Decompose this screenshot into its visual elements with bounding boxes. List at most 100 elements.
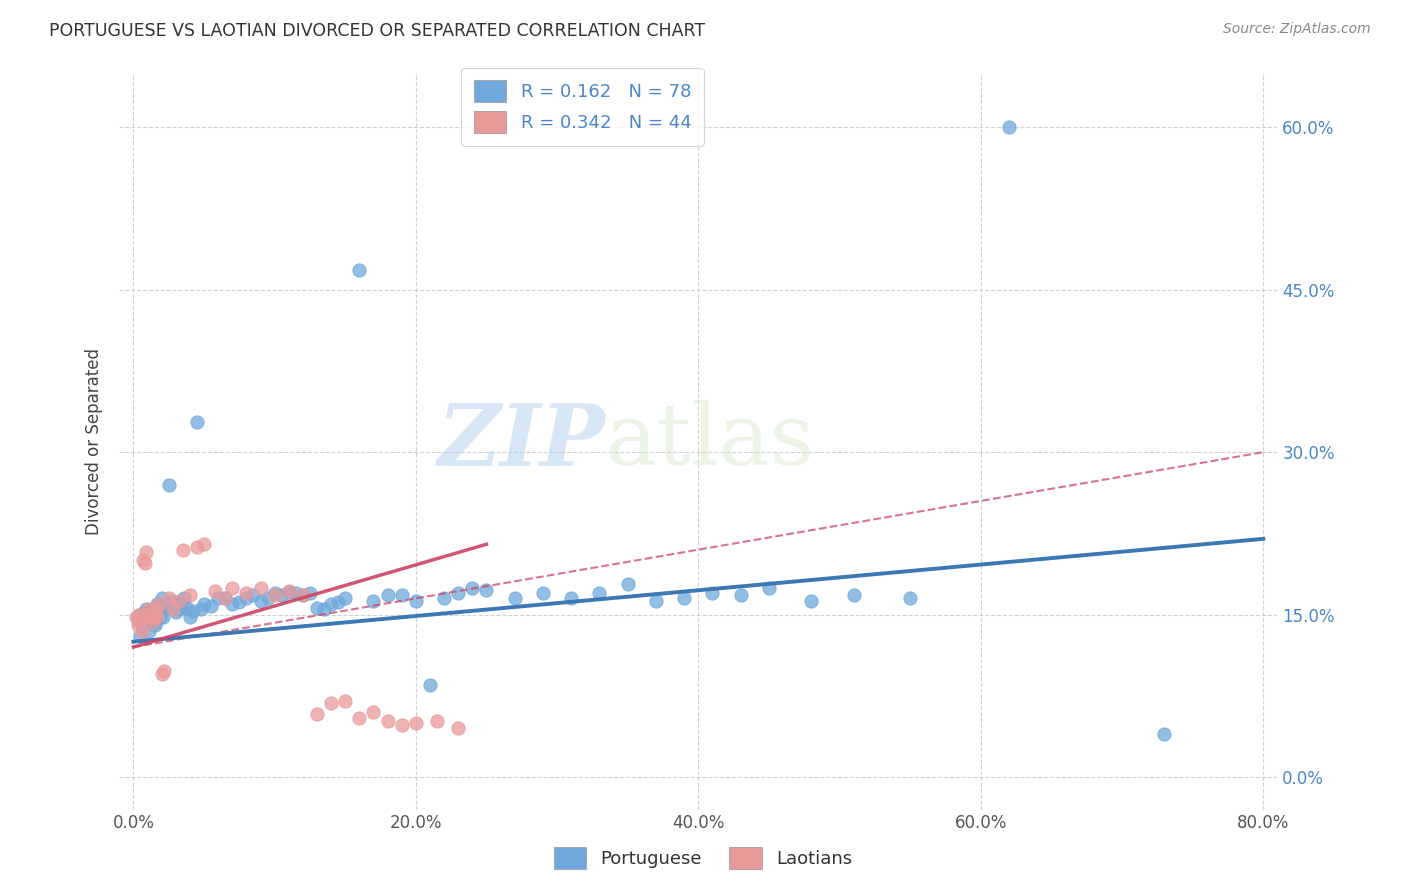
- Legend: Portuguese, Laotians: Portuguese, Laotians: [544, 838, 862, 879]
- Point: [405, 593, 427, 607]
- Point: [363, 593, 385, 607]
- Point: [160, 593, 183, 607]
- Point: [132, 609, 155, 624]
- Point: [173, 591, 195, 606]
- Point: [221, 597, 243, 611]
- Point: [135, 545, 157, 559]
- Point: [142, 609, 165, 624]
- Point: [349, 710, 371, 724]
- Point: [645, 593, 668, 607]
- Point: [256, 591, 278, 606]
- Text: atlas: atlas: [606, 400, 815, 483]
- Point: [170, 597, 193, 611]
- Point: [1153, 727, 1175, 741]
- Point: [148, 599, 170, 613]
- Point: [531, 586, 554, 600]
- Point: [377, 714, 399, 728]
- Point: [148, 597, 170, 611]
- Point: [277, 585, 299, 599]
- Point: [898, 591, 921, 606]
- Point: [730, 588, 752, 602]
- Point: [305, 601, 328, 615]
- Point: [461, 581, 484, 595]
- Point: [149, 609, 172, 624]
- Point: [214, 591, 236, 606]
- Point: [146, 597, 169, 611]
- Point: [167, 602, 190, 616]
- Point: [214, 591, 236, 606]
- Point: [176, 601, 198, 615]
- Point: [800, 593, 823, 607]
- Point: [142, 602, 165, 616]
- Point: [200, 599, 222, 613]
- Point: [135, 602, 157, 616]
- Point: [560, 591, 582, 606]
- Point: [363, 705, 385, 719]
- Point: [447, 722, 470, 736]
- Point: [405, 715, 427, 730]
- Point: [139, 609, 162, 624]
- Point: [179, 588, 201, 602]
- Point: [172, 542, 194, 557]
- Point: [321, 697, 343, 711]
- Point: [136, 613, 159, 627]
- Point: [146, 609, 169, 624]
- Point: [263, 586, 285, 600]
- Point: [131, 618, 153, 632]
- Point: [284, 586, 307, 600]
- Point: [129, 629, 152, 643]
- Point: [221, 581, 243, 595]
- Point: [277, 583, 299, 598]
- Point: [335, 591, 357, 606]
- Point: [152, 609, 174, 624]
- Point: [139, 607, 162, 622]
- Point: [335, 694, 357, 708]
- Point: [377, 588, 399, 602]
- Point: [125, 609, 148, 624]
- Point: [141, 609, 163, 624]
- Point: [186, 541, 208, 555]
- Point: [312, 602, 335, 616]
- Point: [155, 599, 177, 613]
- Text: ZIP: ZIP: [437, 400, 606, 483]
- Point: [193, 597, 215, 611]
- Point: [145, 602, 167, 616]
- Point: [128, 607, 150, 622]
- Point: [702, 586, 724, 600]
- Point: [998, 120, 1021, 135]
- Point: [134, 606, 156, 620]
- Point: [157, 591, 180, 606]
- Point: [475, 582, 498, 597]
- Text: PORTUGUESE VS LAOTIAN DIVORCED OR SEPARATED CORRELATION CHART: PORTUGUESE VS LAOTIAN DIVORCED OR SEPARA…: [49, 22, 706, 40]
- Point: [298, 586, 321, 600]
- Point: [129, 613, 152, 627]
- Point: [328, 594, 350, 608]
- Point: [291, 588, 314, 602]
- Point: [127, 618, 149, 632]
- Point: [349, 263, 371, 277]
- Point: [419, 678, 441, 692]
- Point: [190, 602, 212, 616]
- Point: [145, 615, 167, 630]
- Point: [134, 556, 156, 570]
- Point: [426, 714, 449, 728]
- Point: [138, 624, 160, 638]
- Point: [150, 667, 173, 681]
- Point: [127, 613, 149, 627]
- Point: [128, 607, 150, 622]
- Point: [179, 609, 201, 624]
- Point: [136, 602, 159, 616]
- Point: [153, 602, 176, 616]
- Point: [673, 591, 696, 606]
- Point: [321, 597, 343, 611]
- Point: [503, 591, 526, 606]
- Point: [588, 586, 610, 600]
- Y-axis label: Divorced or Separated: Divorced or Separated: [86, 348, 103, 535]
- Point: [842, 588, 865, 602]
- Point: [249, 593, 271, 607]
- Point: [758, 581, 780, 595]
- Point: [616, 577, 638, 591]
- Point: [167, 593, 190, 607]
- Point: [131, 624, 153, 638]
- Point: [153, 664, 176, 678]
